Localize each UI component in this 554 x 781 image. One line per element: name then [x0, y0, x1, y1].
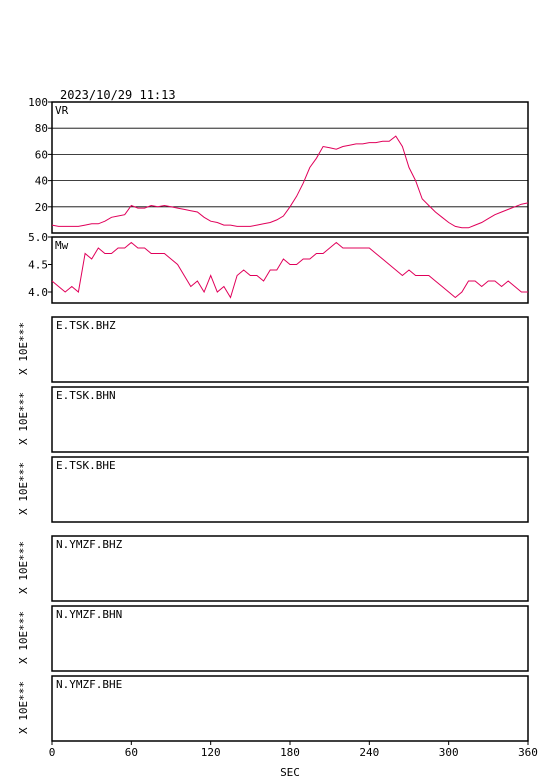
- mw-panel: 5.0 4.5 4.0 Mw: [28, 231, 529, 304]
- scale-label: X 10E***: [17, 681, 30, 734]
- mw-label: Mw: [55, 239, 69, 252]
- scale-label: X 10E***: [17, 392, 30, 445]
- scale-label: X 10E***: [17, 541, 30, 594]
- station-label: E.TSK.BHN: [56, 389, 116, 402]
- mw-ytick-label-1: 4.5: [28, 259, 48, 272]
- station-label: N.YMZF.BHZ: [56, 538, 123, 551]
- vr-panel: 100 80 60 40 20 VR: [28, 96, 529, 234]
- mw-series-line: [51, 241, 528, 299]
- vr-y-ticks: 100 80 60 40 20: [28, 96, 52, 214]
- x-tick-label-6: 360: [518, 746, 538, 759]
- vr-ytick-label-3: 40: [35, 175, 48, 188]
- scale-label: X 10E***: [17, 322, 30, 375]
- vr-ytick-label-2: 60: [35, 148, 48, 161]
- x-tick-label-5: 300: [439, 746, 459, 759]
- station-label: E.TSK.BHZ: [56, 319, 116, 332]
- vr-ytick-label-0: 100: [28, 96, 48, 109]
- vr-ytick-label-1: 80: [35, 122, 48, 135]
- timestamp: 2023/10/29 11:13: [60, 88, 176, 102]
- x-tick-label-0: 0: [49, 746, 56, 759]
- scale-label: X 10E***: [17, 611, 30, 664]
- x-tick-label-4: 240: [359, 746, 379, 759]
- x-tick-label-1: 60: [125, 746, 138, 759]
- mw-y-ticks: 5.0 4.5 4.0: [28, 231, 52, 299]
- station-panel-e-tsk-bhe: E.TSK.BHE X 10E***: [17, 456, 529, 523]
- x-axis-ticks: 0 60 120 180 240 300 360: [49, 741, 538, 759]
- vr-series-line: [51, 135, 529, 229]
- station-panel-n-ymzf-bhe: N.YMZF.BHE X 10E***: [17, 675, 529, 742]
- station-label: E.TSK.BHE: [56, 459, 116, 472]
- station-panel-e-tsk-bhn: E.TSK.BHN X 10E***: [17, 386, 529, 453]
- scale-label: X 10E***: [17, 462, 30, 515]
- vr-ytick-label-4: 20: [35, 201, 48, 214]
- mw-ytick-label-0: 5.0: [28, 231, 48, 244]
- x-tick-label-2: 120: [201, 746, 221, 759]
- mw-ytick-label-2: 4.0: [28, 286, 48, 299]
- station-panel-e-tsk-bhz: E.TSK.BHZ X 10E***: [17, 316, 529, 383]
- station-label: N.YMZF.BHN: [56, 608, 122, 621]
- vr-label: VR: [55, 104, 69, 117]
- station-label: N.YMZF.BHE: [56, 678, 122, 691]
- x-axis-label: SEC: [280, 766, 300, 779]
- station-panel-n-ymzf-bhz: N.YMZF.BHZ X 10E***: [17, 535, 529, 602]
- station-panel-n-ymzf-bhn: N.YMZF.BHN X 10E***: [17, 605, 529, 672]
- vr-gridlines: [52, 127, 528, 208]
- x-tick-label-3: 180: [280, 746, 300, 759]
